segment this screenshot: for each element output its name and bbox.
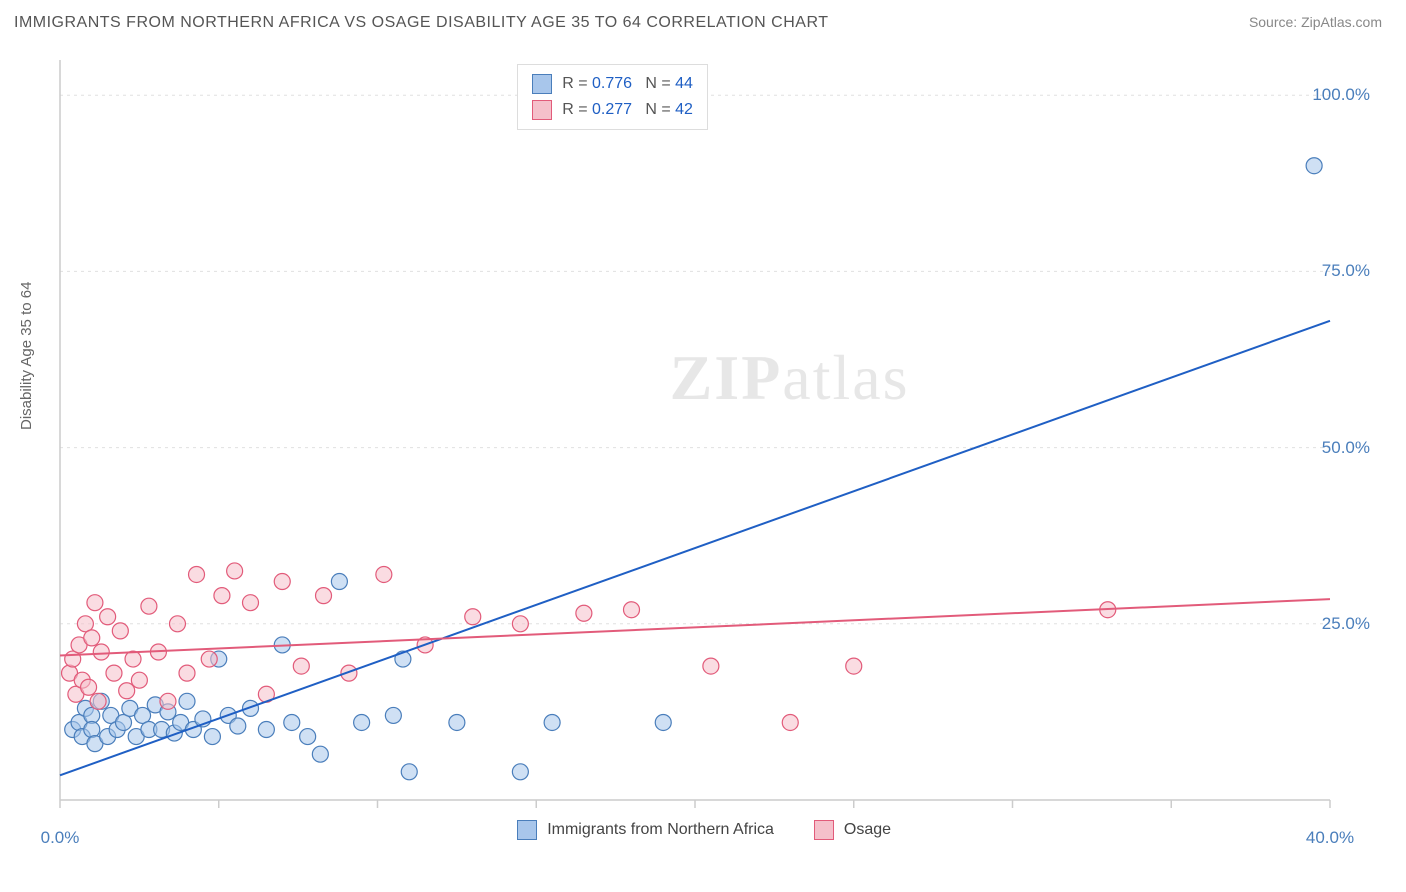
y-tick-label: 100.0% (1312, 85, 1370, 105)
legend-swatch (517, 820, 537, 840)
series-legend-item: Immigrants from Northern Africa (517, 820, 774, 840)
legend-row: R = 0.277 N = 42 (532, 97, 693, 123)
x-tick-label: 0.0% (41, 828, 80, 848)
y-tick-label: 75.0% (1322, 261, 1370, 281)
series-legend-item: Osage (814, 820, 891, 840)
series-legend-label: Immigrants from Northern Africa (547, 821, 774, 839)
chart-svg (50, 50, 1380, 850)
legend-stats: R = 0.776 N = 44 (562, 75, 693, 93)
correlation-legend: R = 0.776 N = 44 R = 0.277 N = 42 (517, 64, 708, 130)
y-tick-label: 50.0% (1322, 438, 1370, 458)
series-legend: Immigrants from Northern Africa Osage (517, 820, 891, 840)
y-tick-label: 25.0% (1322, 614, 1370, 634)
legend-stats: R = 0.277 N = 42 (562, 101, 693, 119)
chart-title: IMMIGRANTS FROM NORTHERN AFRICA VS OSAGE… (14, 14, 829, 32)
x-tick-label: 40.0% (1306, 828, 1354, 848)
legend-row: R = 0.776 N = 44 (532, 71, 693, 97)
y-axis-label: Disability Age 35 to 64 (18, 282, 35, 430)
source-label: Source: ZipAtlas.com (1249, 14, 1382, 30)
plot-area: ZIPatlas R = 0.776 N = 44R = 0.277 N = 4… (50, 50, 1380, 850)
legend-swatch (532, 100, 552, 120)
chart-container: IMMIGRANTS FROM NORTHERN AFRICA VS OSAGE… (0, 0, 1406, 892)
series-legend-label: Osage (844, 821, 891, 839)
legend-swatch (814, 820, 834, 840)
legend-swatch (532, 74, 552, 94)
